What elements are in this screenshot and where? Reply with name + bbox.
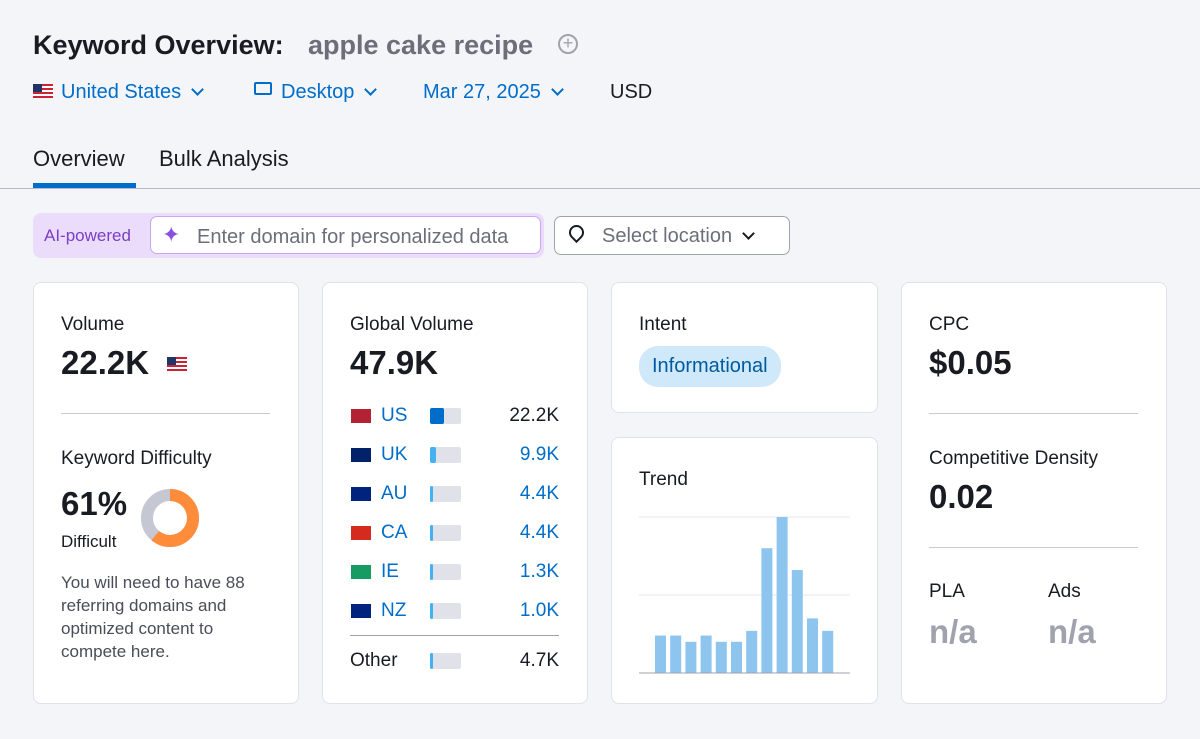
kd-level: Difficult: [61, 532, 117, 551]
trend-bar: [685, 641, 697, 673]
tab-divider: [0, 188, 1200, 189]
trend-bar: [731, 641, 742, 673]
flag: [351, 448, 371, 462]
date-filter[interactable]: Mar 27, 2025: [423, 81, 564, 104]
volume: 1.3K: [519, 561, 559, 582]
divider: [929, 413, 1138, 414]
trend-chart: [639, 516, 850, 674]
flag: [351, 526, 371, 540]
bar: [430, 447, 437, 463]
country: AU: [381, 483, 408, 504]
tab-bulk[interactable]: Bulk Analysis: [159, 146, 289, 171]
cpc-value: $0.05: [929, 344, 1012, 381]
country: UK: [381, 444, 408, 465]
cpc-card: [901, 282, 1167, 704]
density-value: 0.02: [929, 478, 994, 515]
bar-track: [430, 564, 461, 580]
kd-value: 61%: [61, 485, 128, 522]
flag: [351, 409, 371, 423]
country-filter[interactable]: United States: [61, 81, 204, 104]
density-label: Competitive Density: [929, 448, 1098, 469]
pla-value: n/a: [929, 613, 977, 650]
bar: [430, 603, 433, 619]
trend-bar: [807, 618, 818, 673]
volume: 4.4K: [519, 522, 559, 543]
divider: [350, 635, 559, 636]
currency: USD: [610, 81, 653, 103]
global-value: 47.9K: [350, 344, 439, 381]
kd-donut: [141, 489, 199, 547]
bar-track: [430, 447, 461, 463]
trend-bar: [746, 630, 758, 673]
country: IE: [381, 561, 399, 582]
bar: [430, 525, 433, 541]
bar: [430, 564, 433, 580]
bar: [430, 486, 433, 502]
bar-track: [430, 486, 461, 502]
tab-overview[interactable]: Overview: [33, 146, 125, 171]
trend-bar: [670, 635, 682, 673]
trend-label: Trend: [639, 469, 688, 490]
intent-badge: Informational: [639, 346, 781, 387]
location-placeholder: Select location: [602, 225, 755, 248]
location-select[interactable]: [554, 216, 790, 255]
device-filter[interactable]: Desktop: [281, 81, 378, 104]
volume-value: 22.2K: [61, 344, 150, 381]
location-text: Select location: [602, 225, 733, 247]
bar: [430, 653, 434, 669]
trend-bar: [791, 570, 803, 673]
flag: [351, 604, 371, 618]
title: Keyword Overview:: [33, 30, 284, 60]
date: Mar 27, 2025: [423, 81, 541, 103]
trend-bar: [700, 635, 712, 673]
ai-badge: AI-powered: [44, 226, 131, 245]
intent-label: Intent: [639, 314, 687, 335]
sparkle-icon: ✦: [162, 222, 181, 247]
flag: [351, 565, 371, 579]
kd-label: Keyword Difficulty: [61, 448, 212, 469]
ads-label: Ads: [1048, 581, 1081, 602]
flag-us: [167, 357, 187, 371]
donut-value: [141, 489, 199, 547]
kd-note: You will need to have 88 referring domai…: [61, 573, 245, 661]
divider: [61, 413, 270, 414]
flag-us: [33, 84, 53, 98]
device: Desktop: [281, 81, 355, 103]
trend-bar: [822, 630, 834, 673]
volume: 4.7K: [519, 650, 559, 671]
trend-bar: [776, 517, 788, 673]
pla-label: PLA: [929, 581, 965, 602]
volume: 1.0K: [519, 600, 559, 621]
flag: [351, 487, 371, 501]
bar-track: [430, 525, 461, 541]
bar-track: [430, 653, 461, 669]
bar: [430, 408, 445, 424]
volume: 9.9K: [519, 444, 559, 465]
cpc-label: CPC: [929, 314, 970, 335]
trend-bar: [655, 635, 666, 673]
desktop-icon: [254, 82, 272, 95]
country: NZ: [381, 600, 407, 621]
volume-label: Volume: [61, 314, 125, 335]
country: CA: [381, 522, 408, 543]
ads-value: n/a: [1048, 613, 1096, 650]
trend-bar: [761, 548, 773, 673]
country: United States: [61, 81, 182, 103]
domain-input[interactable]: [150, 216, 541, 254]
country: Other: [350, 650, 398, 671]
volume: 22.2K: [509, 405, 559, 426]
trend-bar: [715, 641, 727, 673]
global-label: Global Volume: [350, 314, 474, 335]
tab-underline: [33, 183, 136, 188]
keyword: apple cake recipe: [308, 30, 534, 60]
divider: [929, 547, 1138, 548]
domain-placeholder: Enter domain for personalized data: [197, 226, 509, 248]
volume: 4.4K: [519, 483, 559, 504]
add-icon[interactable]: +: [558, 34, 578, 54]
bar-track: [430, 603, 461, 619]
country: US: [381, 405, 408, 426]
